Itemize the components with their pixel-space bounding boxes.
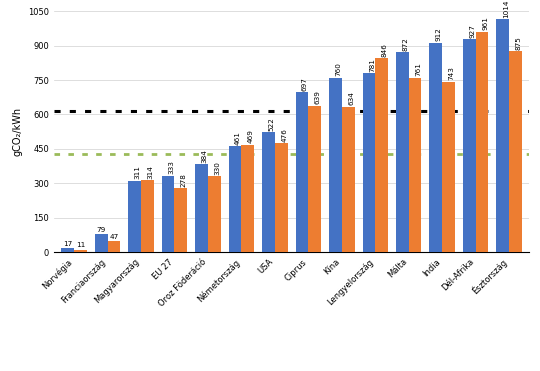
Text: 330: 330 bbox=[214, 161, 220, 175]
Bar bbox=[442, 82, 455, 252]
Bar bbox=[129, 181, 141, 252]
Text: 384: 384 bbox=[201, 149, 207, 163]
Text: 927: 927 bbox=[469, 24, 475, 38]
Text: 333: 333 bbox=[168, 161, 174, 174]
Bar bbox=[342, 107, 355, 252]
Bar bbox=[476, 32, 488, 252]
Bar bbox=[162, 176, 174, 252]
Bar bbox=[62, 248, 74, 252]
Bar bbox=[308, 105, 321, 252]
Text: 476: 476 bbox=[281, 128, 287, 142]
Bar bbox=[396, 52, 409, 252]
Text: 872: 872 bbox=[402, 37, 408, 50]
Text: 11: 11 bbox=[76, 242, 85, 248]
Bar bbox=[275, 143, 288, 252]
Text: 17: 17 bbox=[63, 241, 72, 247]
Bar bbox=[241, 145, 254, 252]
Text: 961: 961 bbox=[482, 16, 488, 30]
Text: 461: 461 bbox=[235, 131, 241, 145]
Text: 634: 634 bbox=[348, 91, 354, 105]
Text: 875: 875 bbox=[516, 36, 522, 50]
Bar bbox=[107, 242, 120, 252]
Bar bbox=[463, 39, 476, 252]
Text: 79: 79 bbox=[97, 227, 106, 233]
Text: 278: 278 bbox=[181, 173, 187, 187]
Bar bbox=[509, 51, 522, 252]
Bar bbox=[329, 78, 342, 252]
Bar bbox=[95, 234, 107, 252]
Text: 47: 47 bbox=[109, 234, 118, 240]
Bar bbox=[74, 250, 87, 252]
Bar bbox=[409, 78, 421, 252]
Text: 760: 760 bbox=[335, 62, 341, 76]
Bar bbox=[362, 73, 375, 252]
Bar bbox=[375, 58, 388, 252]
Bar bbox=[228, 147, 241, 252]
Y-axis label: gCO₂/kWh: gCO₂/kWh bbox=[12, 107, 23, 156]
Text: 311: 311 bbox=[134, 165, 140, 180]
Text: 314: 314 bbox=[147, 165, 153, 179]
Text: 469: 469 bbox=[248, 129, 254, 143]
Bar bbox=[295, 92, 308, 252]
Text: 1014: 1014 bbox=[503, 0, 509, 18]
Text: 781: 781 bbox=[369, 58, 375, 72]
Text: 522: 522 bbox=[268, 117, 274, 131]
Bar bbox=[141, 180, 154, 252]
Text: 761: 761 bbox=[415, 62, 421, 76]
Bar bbox=[262, 132, 275, 252]
Bar bbox=[195, 164, 208, 252]
Bar bbox=[496, 19, 509, 252]
Text: 639: 639 bbox=[315, 90, 321, 104]
Bar bbox=[429, 43, 442, 252]
Bar bbox=[174, 188, 187, 252]
Text: 846: 846 bbox=[382, 43, 388, 57]
Text: 912: 912 bbox=[436, 27, 442, 42]
Bar bbox=[208, 177, 221, 252]
Text: 697: 697 bbox=[302, 77, 308, 91]
Text: 743: 743 bbox=[449, 66, 455, 80]
